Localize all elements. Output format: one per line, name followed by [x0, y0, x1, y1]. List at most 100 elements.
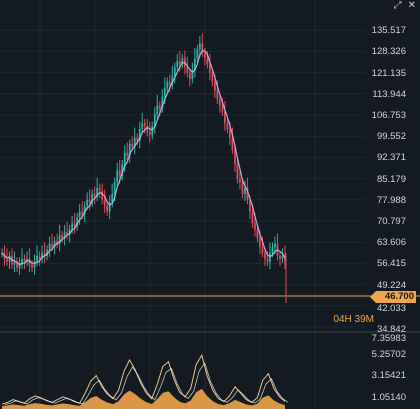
candle-body — [234, 149, 236, 165]
candle-body — [188, 73, 191, 79]
candle-body — [98, 187, 101, 191]
price-axis-label: 70.797 — [376, 216, 406, 227]
candle-body — [21, 258, 23, 265]
candle-body — [203, 52, 206, 59]
candle-body — [249, 199, 251, 212]
candle-body — [26, 258, 28, 262]
candle-body — [38, 255, 41, 259]
candle-body — [48, 243, 51, 250]
candle-body — [171, 75, 174, 85]
candle-body — [61, 235, 64, 239]
candle-body — [71, 223, 74, 230]
candle-body — [88, 199, 91, 203]
candle-body — [256, 229, 259, 239]
price-axis-label: 42.033 — [376, 302, 406, 314]
candle-body — [206, 58, 209, 65]
indicator-line-lower — [4, 362, 289, 405]
candle-body — [156, 105, 159, 115]
price-axis-label: 92.371 — [376, 152, 406, 164]
candle-body — [33, 261, 36, 268]
candle-body — [46, 249, 48, 256]
candle-body — [181, 58, 184, 65]
candle-body — [186, 67, 189, 74]
candle-body — [241, 182, 244, 194]
candle-body — [146, 126, 149, 132]
candle-body — [279, 255, 281, 259]
price-axis-label: 34.842 — [376, 324, 406, 335]
candle-body — [229, 129, 231, 138]
candle-body — [271, 246, 274, 253]
candle-body — [201, 43, 204, 53]
candle-body — [86, 199, 89, 206]
candle-body — [231, 137, 234, 150]
candle-body — [148, 131, 151, 135]
candle-body — [41, 252, 43, 259]
candle-body — [103, 199, 106, 206]
price-axis-label: 128.326 — [371, 46, 406, 58]
candle-body — [126, 152, 129, 156]
candle-body — [198, 43, 201, 50]
candle-body — [261, 246, 264, 253]
price-axis-label: 49.224 — [376, 279, 406, 291]
candle-body — [163, 87, 166, 97]
candle-body — [121, 164, 124, 177]
expand-icon[interactable]: ⤢ — [393, 0, 402, 11]
candle-body — [166, 81, 169, 88]
candle-body — [53, 241, 56, 247]
indicator-axis-label: 7.35983 — [371, 333, 406, 344]
candle-body — [8, 255, 11, 262]
candle-body — [56, 241, 58, 244]
candle-body — [226, 123, 229, 130]
close-icon[interactable]: ✕ — [407, 0, 416, 11]
candle-body — [68, 229, 71, 236]
candle-body — [218, 99, 221, 106]
candle-body — [173, 67, 176, 76]
price-axis-label: 63.606 — [376, 237, 406, 249]
candle-body — [6, 258, 8, 262]
price-axis-label: 106.753 — [371, 110, 406, 121]
candle-body — [178, 61, 181, 65]
candle-body — [128, 143, 131, 156]
toolbar: ⤢ ✕ — [394, 0, 416, 11]
candle-body — [223, 111, 226, 124]
candle-body — [266, 258, 269, 262]
indicator-axis-label: 5.25702 — [371, 349, 406, 360]
indicator-axis-label: 3.15421 — [371, 370, 406, 381]
candle-body — [213, 81, 216, 91]
price-axis-label: 113.944 — [372, 88, 406, 100]
candle-body — [36, 255, 38, 262]
candle-body — [158, 105, 161, 109]
current-price-tag: 46.700 — [370, 291, 416, 303]
candle-body — [191, 70, 194, 79]
candle-body — [236, 164, 239, 180]
candle-body — [208, 64, 211, 74]
candle-body — [58, 235, 61, 244]
candle-body — [106, 205, 109, 212]
candle-body — [51, 243, 53, 247]
price-axis-label: 56.415 — [376, 258, 406, 270]
indicator-histogram — [2, 388, 285, 409]
indicator-line-upper — [1, 354, 286, 405]
candle-body — [193, 58, 196, 71]
price-axis-label: 85.179 — [376, 173, 406, 185]
candle-body — [83, 205, 86, 215]
candle-body — [244, 187, 246, 194]
candle-body — [254, 223, 256, 230]
candle-body — [264, 252, 266, 259]
candle-body — [23, 258, 26, 262]
candle-body — [251, 211, 254, 224]
candle-body — [16, 261, 18, 268]
candle-body — [96, 187, 99, 197]
price-axis-label: 99.552 — [376, 131, 406, 143]
candle-body — [76, 217, 79, 227]
candle-body — [274, 243, 276, 247]
candle-body — [133, 137, 136, 147]
candle-body — [269, 252, 271, 262]
candle-body — [246, 187, 249, 200]
candle-body — [221, 105, 224, 112]
candle-body — [141, 123, 144, 130]
candle-countdown: 04H 39M — [333, 314, 374, 325]
candle-body — [136, 137, 139, 141]
candle-body — [151, 126, 154, 135]
